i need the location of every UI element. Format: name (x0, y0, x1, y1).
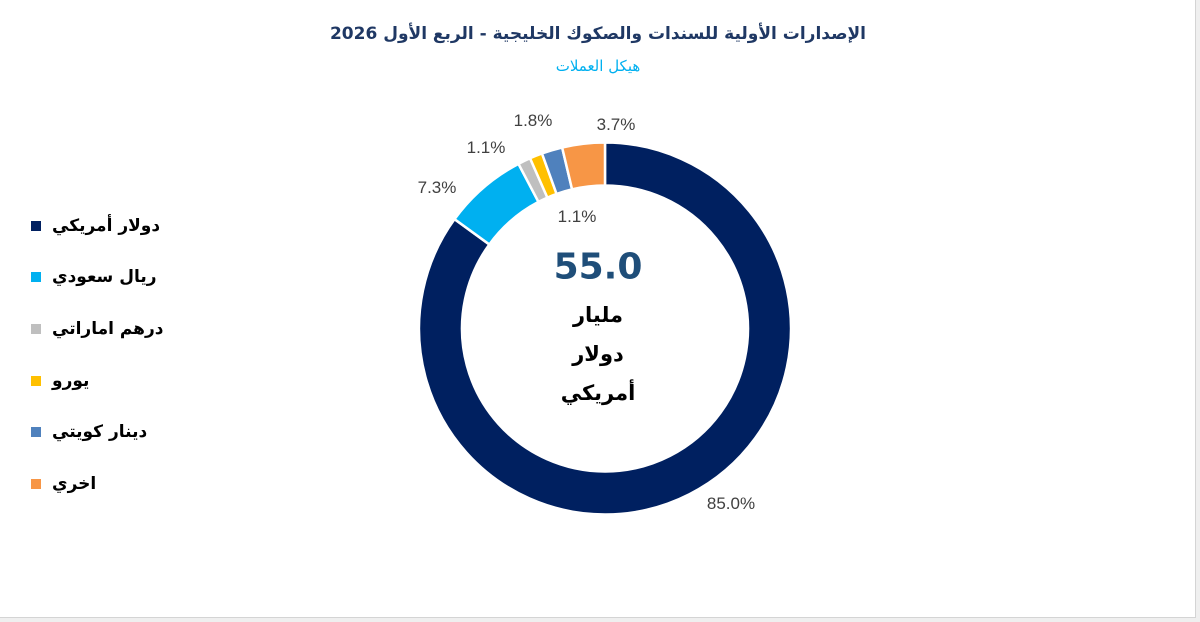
legend-label: اخري (52, 474, 97, 494)
legend-label: دينار كويتي (52, 422, 148, 442)
legend-item-aed: درهم اماراتي (31, 317, 163, 341)
data-label-kwd: 1.8% (513, 111, 553, 130)
center-unit-line-1: مليار (572, 303, 624, 327)
donut-segment-usd (417, 141, 793, 516)
legend-label: ريال سعودي (52, 267, 157, 287)
data-label-usd: 85.0% (706, 494, 756, 513)
legend-label: درهم اماراتي (52, 319, 164, 339)
center-unit-line-3: أمريكي (560, 381, 636, 405)
legend-swatch-icon (31, 376, 41, 386)
data-label-sar: 7.3% (417, 178, 457, 197)
legend-swatch-icon (31, 479, 41, 489)
center-total-value: 55.0 (553, 246, 643, 288)
donut-segment-other (560, 141, 607, 191)
legend-swatch-icon (31, 324, 41, 334)
legend-item-euro: يورو (31, 369, 89, 393)
legend-item-usd: دولار أمريكي (31, 214, 160, 238)
legend-swatch-icon (31, 221, 41, 231)
legend-item-sar: ريال سعودي (31, 265, 157, 289)
data-label-aed: 1.1% (466, 138, 506, 157)
legend-item-other: اخري (31, 472, 96, 496)
legend-label: دولار أمريكي (52, 216, 161, 236)
legend-swatch-icon (31, 272, 41, 282)
data-label-other: 3.7% (596, 115, 636, 134)
chart-title: الإصدارات الأولية للسندات والصكوك الخليج… (0, 24, 1195, 44)
chart-subtitle: هيكل العملات (555, 57, 641, 75)
legend-swatch-icon (31, 427, 41, 437)
legend-label: يورو (52, 371, 90, 391)
chart-title-text: الإصدارات الأولية للسندات والصكوك الخليج… (329, 24, 867, 44)
center-unit-line-2: دولار (572, 342, 624, 366)
data-label-euro: 1.1% (557, 207, 597, 226)
legend-item-kwd: دينار كويتي (31, 420, 147, 444)
